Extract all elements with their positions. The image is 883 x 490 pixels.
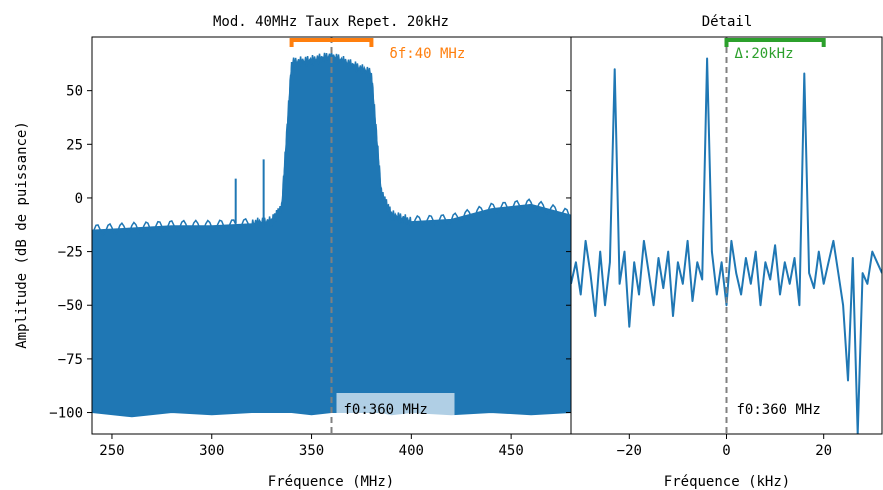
- right-plot-area: [571, 37, 882, 434]
- bandwidth-label: δf:40 MHz: [389, 46, 465, 62]
- left-x-tick-label: 250: [99, 443, 124, 459]
- left-x-tick-label: 300: [199, 443, 224, 459]
- right-panel-title: Détail: [702, 14, 753, 30]
- right-x-tick-label: −20: [617, 443, 642, 459]
- right-x-axis-label: Fréquence (kHz): [664, 474, 790, 490]
- center-label-right: f0:360 MHz: [737, 402, 821, 418]
- left-panel-title: Mod. 40MHz Taux Repet. 20kHz: [213, 14, 449, 30]
- left-x-axis-label: Fréquence (MHz): [268, 474, 394, 490]
- right-x-tick-label: 20: [815, 443, 832, 459]
- left-y-tick-label: −75: [58, 352, 83, 368]
- center-label-left-box: [336, 393, 455, 423]
- bandwidth-bracket: [289, 38, 374, 47]
- center-label-left-group: f0:360 MHz: [336, 393, 455, 423]
- noise-band-upper-edge: [92, 50, 570, 236]
- center-label-left: f0:360 MHz: [344, 402, 428, 418]
- left-y-tick-label: −50: [58, 298, 83, 314]
- left-y-tick-label: 0: [75, 191, 83, 207]
- left-x-tick-label: 400: [399, 443, 424, 459]
- left-y-tick-label: 50: [66, 84, 83, 100]
- left-y-tick-label: −25: [58, 245, 83, 261]
- y-axis-label: Amplitude (dB de puissance): [14, 121, 30, 349]
- left-y-tick-label: 25: [66, 137, 83, 153]
- left-plot-area: [92, 37, 571, 434]
- left-x-tick-label: 450: [498, 443, 523, 459]
- spacing-bracket: [724, 38, 826, 47]
- left-x-tick-label: 350: [299, 443, 324, 459]
- detail-line: [571, 57, 882, 434]
- spacing-label: Δ:20kHz: [735, 46, 794, 62]
- right-x-tick-label: 0: [722, 443, 730, 459]
- left-y-tick-label: −100: [49, 406, 83, 422]
